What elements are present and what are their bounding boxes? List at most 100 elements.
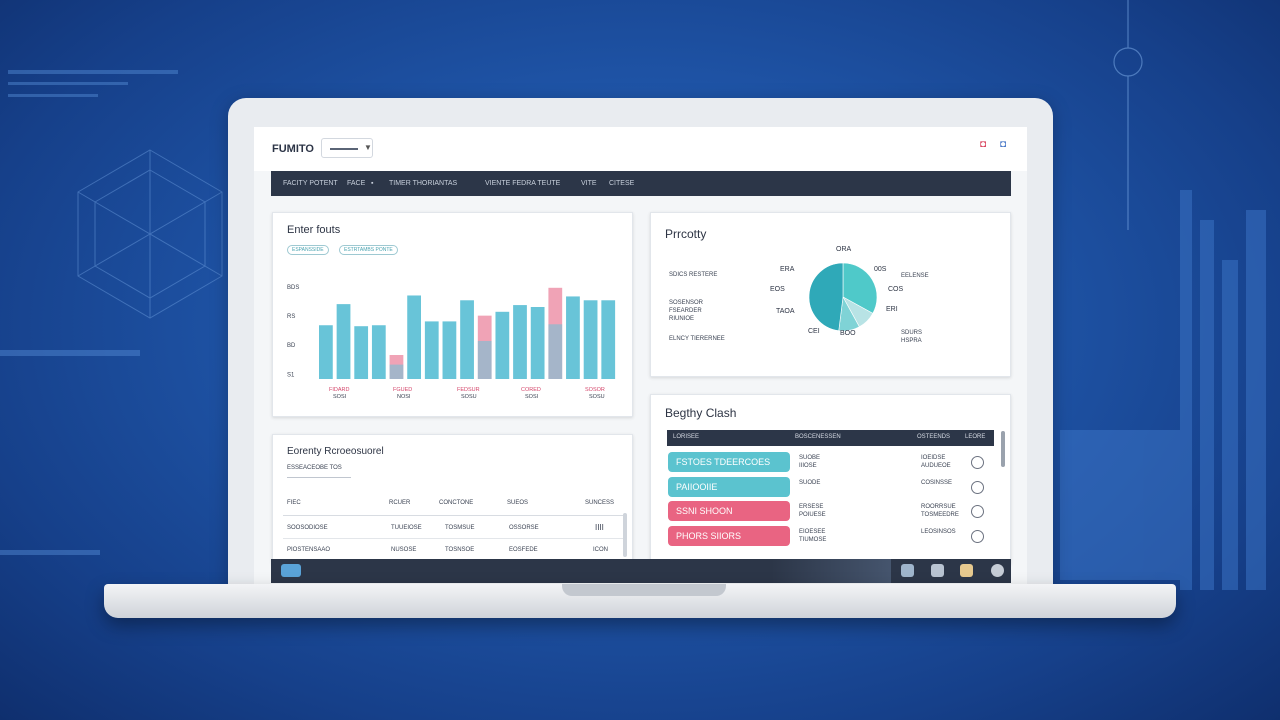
legend-text: SDURS HSPRA	[901, 330, 923, 344]
bar	[336, 304, 351, 379]
y-tick-label: BD	[287, 343, 296, 349]
laptop-base	[104, 584, 1176, 618]
x-tick-label: SOSI	[525, 394, 539, 400]
table-cell: TUUEIOSE	[391, 525, 422, 531]
filter-pill[interactable]: ESTRTAMBS PONTE	[339, 245, 398, 255]
nav-item[interactable]: CITESE	[609, 180, 635, 187]
column-header: RCUER	[389, 500, 411, 506]
x-tick-label: FIDARD	[329, 387, 350, 393]
x-tick-label: FGUED	[393, 387, 412, 393]
x-tick-label: SOSU	[589, 394, 605, 400]
y-tick-label: RS	[287, 314, 295, 320]
pie-label: ERI	[886, 306, 898, 313]
nav-item[interactable]: VIENTE FEDRA TEUTE	[485, 180, 561, 187]
row-radio[interactable]	[971, 529, 984, 543]
card-title: Prrcotty	[665, 227, 707, 241]
bar	[495, 311, 510, 379]
status-value: COSINSSE	[921, 479, 953, 486]
x-tick-label: SOSOR	[585, 387, 605, 393]
bar	[424, 321, 439, 379]
column-header: BOSCENESSEN	[795, 434, 841, 440]
pie-slice	[842, 262, 878, 314]
table-cell: NUSOSE	[391, 547, 417, 553]
status-detail: SUOBE IIIOSE	[799, 455, 821, 469]
row-radio[interactable]	[971, 480, 984, 494]
bar	[583, 300, 598, 379]
table-header: LORISEE BOSCENESSEN OSTEENDS LEORE	[667, 430, 994, 446]
card-subtitle: ESSEACEOBE TOS	[287, 465, 342, 471]
bar	[354, 326, 369, 379]
bar	[319, 325, 333, 379]
bar	[601, 300, 616, 379]
status-value: ROORRSUE TOSMEEDRE	[921, 504, 959, 518]
status-detail: EIOESEE TIUMOSE	[799, 528, 827, 543]
y-tick-label: S1	[287, 372, 295, 378]
nav-item[interactable]: TIMER THORIANTAS	[389, 180, 458, 187]
app-icon[interactable]	[931, 564, 944, 577]
status-tag[interactable]: FSTOES TDEERCOES	[668, 452, 790, 472]
column-header: CONCTONE	[439, 500, 474, 506]
pie-label: ERA	[780, 266, 795, 273]
nav-item[interactable]: FACITY POTENT	[283, 180, 338, 187]
nav-item[interactable]: ▪	[371, 180, 374, 187]
bar-overlay	[477, 340, 492, 379]
table-cell: SOOSODIOSE	[287, 525, 328, 531]
column-header: SUEOS	[507, 500, 529, 506]
taskbar	[271, 559, 1011, 583]
chevron-down-icon: ▼	[364, 143, 372, 152]
records-card: Eorenty Rcroeosuorel ESSEACEOBE TOS FIEC…	[272, 434, 633, 564]
column-header: LORISEE	[673, 434, 700, 440]
card-title: Enter fouts	[287, 224, 341, 236]
column-header: SUNCESS	[585, 500, 615, 506]
screen: FUMITO ▼ ◘ ◘ FACITY POTENT FACE ▪ TIMER …	[254, 127, 1027, 587]
card-title: Eorenty Rcroeosuorel	[287, 446, 384, 457]
column-header: LEORE	[965, 434, 986, 440]
status-detail: SUODE	[799, 479, 821, 486]
pie-slice	[808, 262, 844, 332]
notification-icon[interactable]: ◘	[980, 139, 987, 150]
status-tag[interactable]: PAIIOOIIE	[668, 476, 790, 497]
y-tick-label: BDS	[287, 285, 299, 291]
window-icon[interactable]	[901, 564, 914, 577]
workspace-select[interactable]: ▼	[321, 138, 373, 158]
table-cell: EOSFEDE	[509, 547, 538, 553]
bar-chart-card: Enter fouts ESPANSSIDE ESTRTAMBS PONTE B…	[272, 212, 633, 417]
brand-logo: FUMITO	[272, 143, 314, 155]
table-cell: OSSORSE	[509, 525, 539, 531]
bar	[371, 325, 386, 379]
nav-item[interactable]: VITE	[581, 180, 597, 187]
card-title: Begthy Clash	[665, 406, 737, 420]
bar	[566, 296, 580, 379]
bar	[530, 307, 545, 379]
top-nav: FACITY POTENT FACE ▪ TIMER THORIANTAS VI…	[271, 171, 1011, 196]
pie-chart: ORA ERA 00S EOS COS TAOA ERI CEI BOO	[770, 246, 904, 337]
bar-chart: BDSRSBDS1FIDARDSOSIFGUEDNOSIFEDSURSOSUCO…	[287, 285, 616, 400]
scrollbar[interactable]	[1001, 431, 1005, 467]
bar-overlay	[548, 324, 563, 379]
x-tick-label: SOSU	[461, 394, 477, 400]
nav-item[interactable]: FACE	[347, 180, 366, 187]
legend-text: ELNCY TIERERNEE	[669, 336, 725, 342]
bar	[513, 305, 527, 379]
pie-label: ORA	[836, 246, 852, 253]
property-card: Prrcotty SDICS RESTERE SOSENSOR FSEARDER…	[650, 212, 1011, 377]
pie-label: COS	[888, 286, 904, 293]
status-value: IOEIDSE AUDUEOE	[921, 455, 951, 469]
x-tick-label: CORED	[521, 387, 541, 393]
bar-overlay	[389, 364, 404, 379]
user-icon[interactable]	[991, 564, 1004, 577]
start-icon[interactable]	[281, 564, 301, 577]
row-radio[interactable]	[971, 456, 984, 469]
scrollbar[interactable]	[623, 513, 627, 557]
table-cell: TOSNSOE	[445, 547, 475, 553]
row-radio[interactable]	[971, 505, 984, 518]
x-tick-label: FEDSUR	[457, 387, 480, 393]
status-tag[interactable]: SSNI SHOON	[668, 501, 790, 521]
table-cell: IIII	[595, 523, 604, 532]
bar	[460, 300, 474, 379]
status-tag[interactable]: PHORS SIIORS	[668, 525, 790, 546]
settings-icon[interactable]: ◘	[1000, 139, 1007, 150]
filter-pill[interactable]: ESPANSSIDE	[287, 245, 329, 255]
status-value: LEOSINSOS	[921, 528, 956, 535]
folder-icon[interactable]	[960, 564, 973, 577]
